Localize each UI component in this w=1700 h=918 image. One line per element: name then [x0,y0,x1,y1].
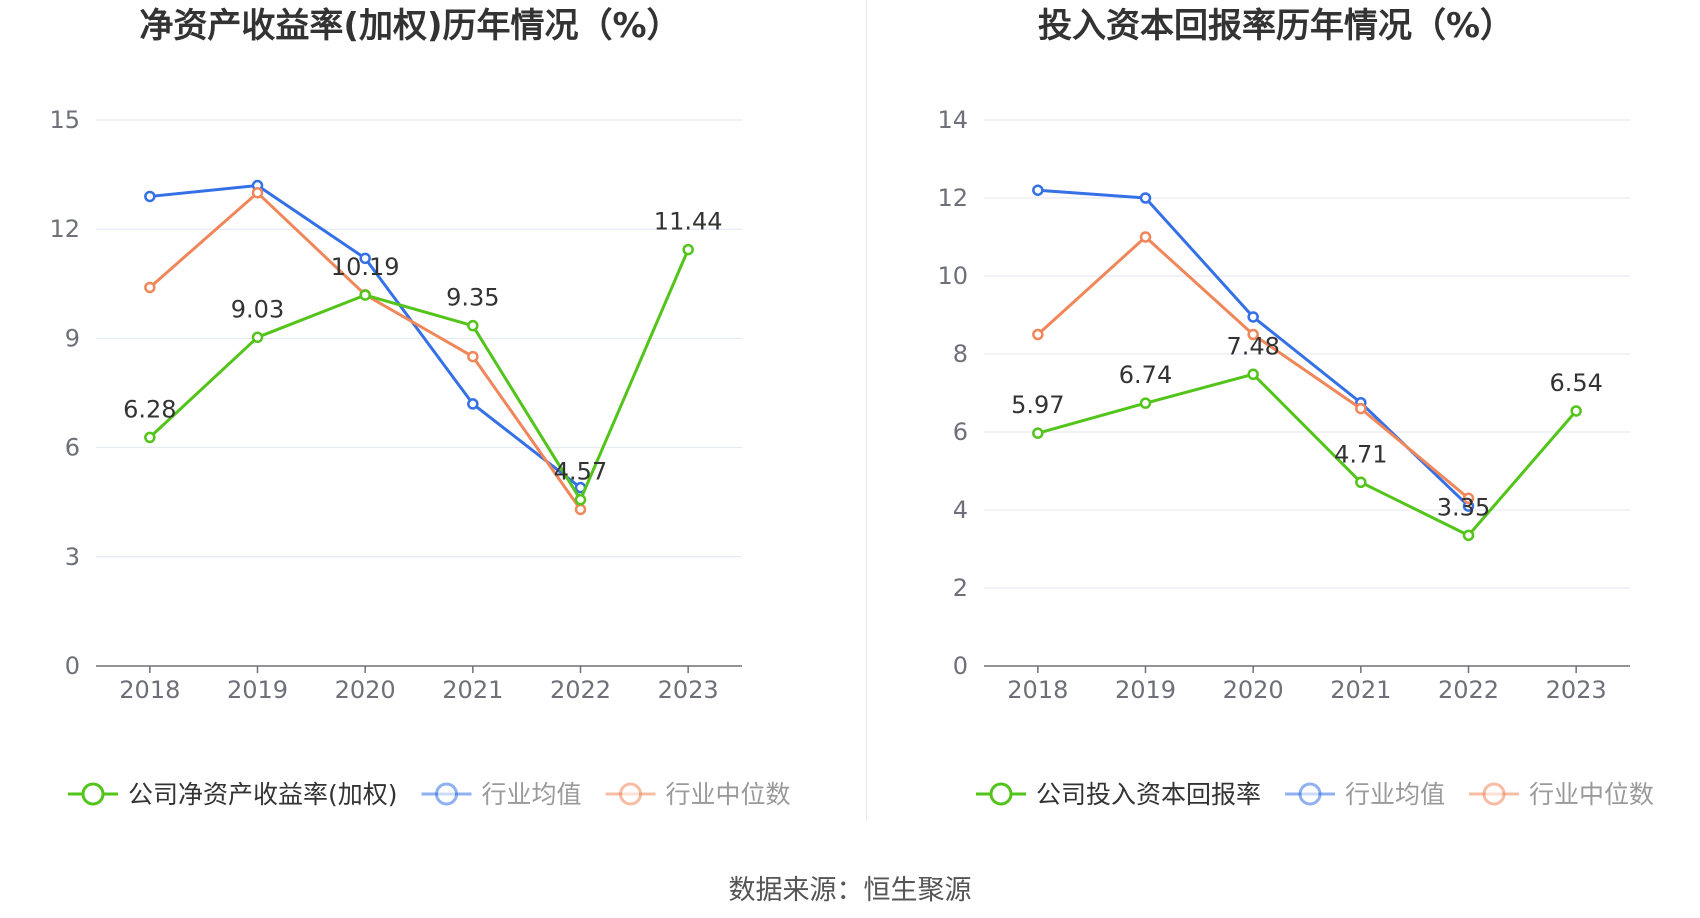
roic-industry-median-point[interactable] [1032,328,1044,341]
roic-legend-item-industry-mean[interactable]: 行业均值 [1285,780,1445,809]
panel-divider [866,0,867,820]
roic-company-point[interactable] [1570,405,1582,417]
roe-x-tick-label: 2022 [550,676,611,704]
roe-x-tick-label: 2019 [227,676,288,704]
roe-company-data-label: 11.44 [654,208,723,236]
roe-industry-mean-point[interactable] [144,190,156,203]
roic-industry-mean-point[interactable] [1139,192,1152,204]
roic-x-tick-label: 2023 [1546,676,1607,704]
roic-company-point[interactable] [1032,427,1044,439]
roic-legend-item-company[interactable]: 公司投入资本回报率 [976,780,1261,809]
roic-legend-item-industry-median[interactable]: 行业中位数 [1469,780,1654,809]
roic-company-point[interactable] [1355,476,1367,489]
roe-chart-title: 净资产收益率(加权)历年情况（%） [139,6,681,46]
roic-x-tick-label: 2020 [1223,676,1284,704]
roic-company-data-label: 6.54 [1549,369,1602,397]
roic-legend-marker-icon [989,782,1013,806]
roe-company-data-label: 9.35 [446,284,499,312]
roe-legend-label: 行业中位数 [666,780,791,809]
roic-y-tick-label: 14 [937,106,968,134]
roic-chart-title: 投入资本回报率历年情况（%） [1037,6,1515,46]
roic-company-line [1037,372,1578,537]
roe-company-data-label: 6.28 [123,395,176,423]
roe-y-tick-label: 3 [65,543,80,571]
roic-industry-median-point[interactable] [1139,231,1152,243]
roic-company-data-label: 4.71 [1334,440,1387,468]
roe-industry-mean-point[interactable] [359,252,371,265]
roe-legend-item-company[interactable]: 公司净资产收益率(加权) [68,780,398,809]
roe-chart-canvas: 0 3 6 9 12 15 2018 2019 2020 2021 2022 2023 6.28 9.03… [49,106,791,809]
roic-y-tick-label: 2 [953,574,968,602]
roe-x-tick-label: 2021 [442,676,503,704]
roe-y-tick-label: 0 [65,652,80,680]
roic-legend-marker-icon [1298,782,1322,806]
roic-legend-label: 行业中位数 [1529,780,1654,809]
roe-legend-marker-icon [81,782,105,806]
roe-y-tick-label: 6 [65,434,80,462]
roe-industry-median-point[interactable] [144,281,156,294]
roe-x-tick-label: 2020 [335,676,396,704]
roe-x-tick-label: 2018 [119,676,180,704]
roic-company-data-label: 5.97 [1011,391,1064,419]
roic-legend-marker-icon [1482,782,1506,806]
roe-company-line [148,248,690,502]
roe-legend-marker-icon [619,782,643,806]
roe-legend-marker-icon [435,782,459,806]
roe-legend-label: 公司净资产收益率(加权) [128,780,398,809]
roic-industry-median-point[interactable] [1462,492,1475,505]
roe-legend-label: 行业均值 [482,780,582,809]
roe-industry-median-line [148,191,582,511]
roic-y-tick-label: 10 [937,262,968,290]
roe-company-point[interactable] [251,331,264,344]
roe-y-tick-label: 9 [65,324,80,352]
roe-company-data-label: 10.19 [331,253,400,281]
roe-y-tick-label: 15 [49,106,80,134]
roic-y-tick-label: 8 [953,340,968,368]
roic-industry-mean-point[interactable] [1032,184,1044,196]
roe-industry-median-point[interactable] [574,503,587,516]
roic-x-tick-label: 2019 [1115,676,1176,704]
roe-company-data-label: 9.03 [231,295,284,323]
roe-company-point[interactable] [359,289,371,301]
roic-company-point[interactable] [1139,397,1152,409]
roe-company-point[interactable] [574,493,587,506]
roic-chart-canvas: 0 2 4 6 8 10 12 14 2018 2019 2020 2021 2022 2023 5.97 6… [937,106,1654,809]
roic-company-point[interactable] [1462,529,1475,542]
roic-company-data-label: 7.48 [1226,332,1279,360]
roe-company-data-label: 4.57 [554,458,607,486]
roic-y-tick-label: 12 [937,184,968,212]
roe-legend-item-industry-median[interactable]: 行业中位数 [605,780,791,809]
roic-chart-panel: 投入资本回报率历年情况（%） 0 2 4 6 8 10 12 14 2018 2019 2020 20… [866,0,1700,820]
roic-y-tick-label: 6 [953,418,968,446]
roe-x-tick-label: 2023 [658,676,719,704]
roe-industry-mean-point[interactable] [467,398,479,410]
roic-industry-median-point[interactable] [1247,328,1259,341]
roic-x-tick-label: 2018 [1007,676,1068,704]
roe-legend-item-industry-mean[interactable]: 行业均值 [421,780,582,809]
roic-legend-label: 公司投入资本回报率 [1036,780,1261,809]
roic-legend-label: 行业均值 [1345,780,1445,809]
roic-company-data-label: 6.74 [1119,361,1172,389]
roe-y-tick-label: 12 [49,215,80,243]
roe-chart-panel: 净资产收益率(加权)历年情况（%） 0 3 6 9 12 15 2018 2019 2020 20… [0,0,850,820]
data-source-note: 数据来源：恒生聚源 [728,875,972,906]
roe-company-point[interactable] [467,319,479,332]
roic-y-tick-label: 4 [953,496,968,524]
roe-industry-median-point[interactable] [251,187,264,199]
roic-x-tick-label: 2022 [1438,676,1499,704]
roic-x-tick-label: 2021 [1330,676,1391,704]
roic-y-tick-label: 0 [953,652,968,680]
roic-company-data-label: 3.35 [1437,493,1490,521]
roic-industry-mean-point[interactable] [1247,311,1259,323]
roic-industry-median-point[interactable] [1355,402,1367,415]
roe-company-point[interactable] [682,243,694,256]
roe-company-point[interactable] [144,431,156,444]
roe-industry-median-point[interactable] [467,350,479,363]
roic-company-point[interactable] [1247,368,1259,381]
